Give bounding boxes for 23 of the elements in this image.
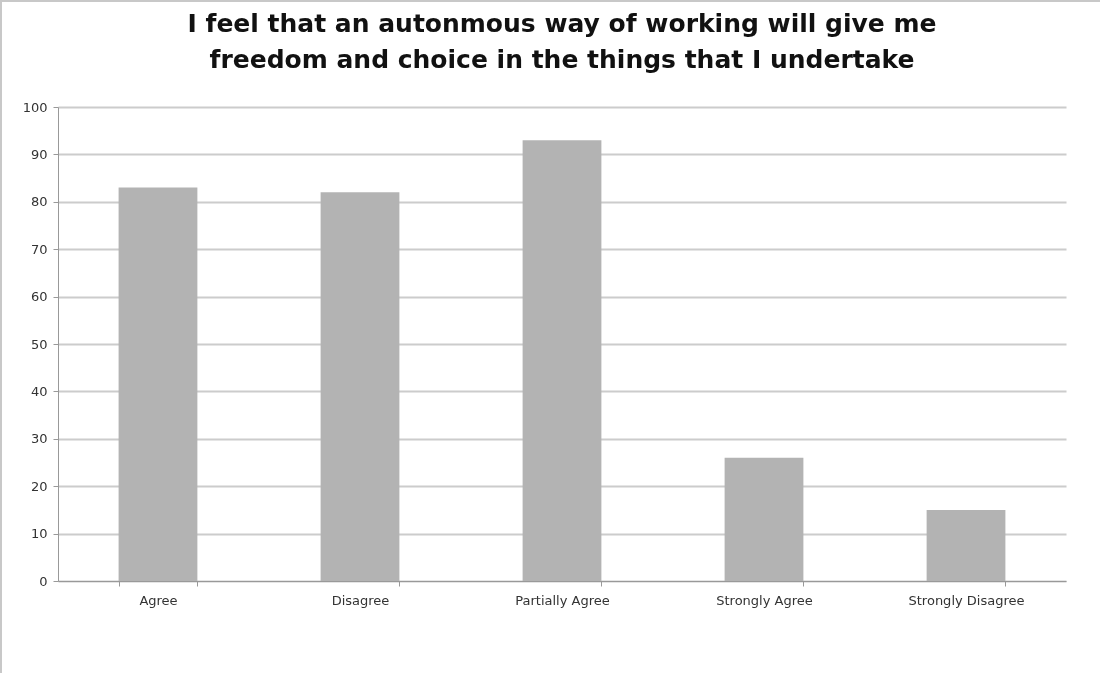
bar <box>926 509 1006 581</box>
text: I feel that an autonmous way of working will give me <box>187 9 937 38</box>
bar <box>320 192 400 581</box>
y-tick-label: 70 <box>30 241 48 257</box>
x-tick-label: Agree <box>139 592 178 608</box>
bar <box>118 187 198 581</box>
x-tick-label: Disagree <box>331 592 390 608</box>
x-tick-label: Strongly Disagree <box>908 592 1025 608</box>
y-tick-label: 40 <box>30 383 48 399</box>
y-tick-label: 90 <box>30 146 48 162</box>
bar <box>522 140 602 581</box>
y-tick-label: 10 <box>30 526 48 542</box>
y-tick-label: 0 <box>39 573 48 589</box>
y-tick-label: 100 <box>22 99 48 115</box>
y-tick-label: 30 <box>30 431 48 447</box>
y-tick-label: 60 <box>30 289 48 305</box>
x-tick-label: Strongly Agree <box>716 592 813 608</box>
y-tick-label: 50 <box>30 336 48 352</box>
text: freedom and choice in the things that I undertake <box>209 45 915 74</box>
y-tick-label: 80 <box>30 194 48 210</box>
bar <box>724 457 804 581</box>
x-tick-label: Partially Agree <box>515 592 610 608</box>
y-tick-label: 20 <box>30 478 48 494</box>
